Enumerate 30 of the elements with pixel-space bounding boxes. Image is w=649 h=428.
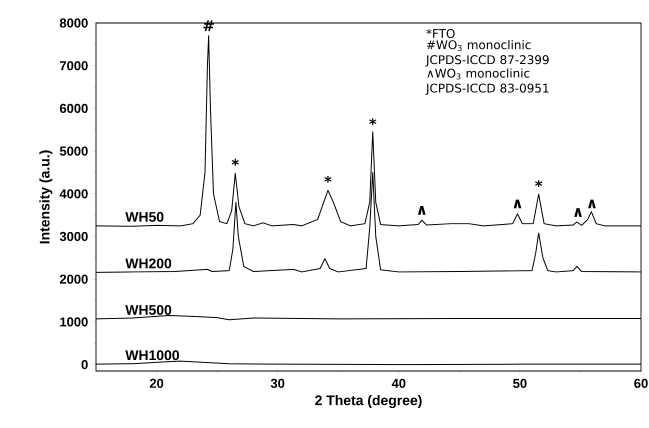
y-tick-label: 1000 bbox=[60, 317, 88, 326]
x-tick-label: 60 bbox=[634, 378, 648, 388]
annotation: * bbox=[369, 118, 376, 126]
annotation: ∧ bbox=[588, 200, 596, 208]
y-tick-label: 6000 bbox=[60, 104, 88, 113]
annotation: ∧WO$_{3}$ monoclinic JCPDS-ICCD 83-0951 bbox=[425, 68, 548, 95]
x-axis-title: 2 Theta (degree) bbox=[315, 395, 422, 408]
x-tick-label: 40 bbox=[392, 378, 406, 388]
y-tick-label: 7000 bbox=[60, 61, 88, 70]
annotation: * bbox=[232, 158, 239, 166]
annotation: ∧ bbox=[574, 208, 582, 217]
y-tick-label: 3000 bbox=[60, 232, 88, 242]
x-tick-label: 30 bbox=[270, 378, 284, 388]
series-label: WH500 bbox=[125, 305, 172, 315]
x-tick-label: 20 bbox=[150, 378, 164, 388]
annotation: ∧ bbox=[418, 206, 426, 215]
x-tick-label: 50 bbox=[513, 378, 527, 388]
series-label: WH50 bbox=[125, 212, 164, 222]
series-label: WH1000 bbox=[125, 350, 179, 360]
y-tick-label: 4000 bbox=[60, 189, 88, 198]
annotation: * bbox=[535, 180, 542, 188]
annotation: ∧ bbox=[514, 200, 522, 208]
y-tick-label: 2000 bbox=[60, 274, 88, 284]
annotation: * bbox=[324, 176, 332, 183]
series-label: WH200 bbox=[125, 258, 172, 268]
y-axis-title: Intensity (a.u.) bbox=[39, 150, 52, 244]
annotation: *FTO bbox=[426, 28, 455, 38]
y-tick-label: 5000 bbox=[60, 146, 88, 156]
y-tick-label: 8000 bbox=[60, 18, 88, 28]
y-tick-label: 0 bbox=[82, 360, 88, 370]
